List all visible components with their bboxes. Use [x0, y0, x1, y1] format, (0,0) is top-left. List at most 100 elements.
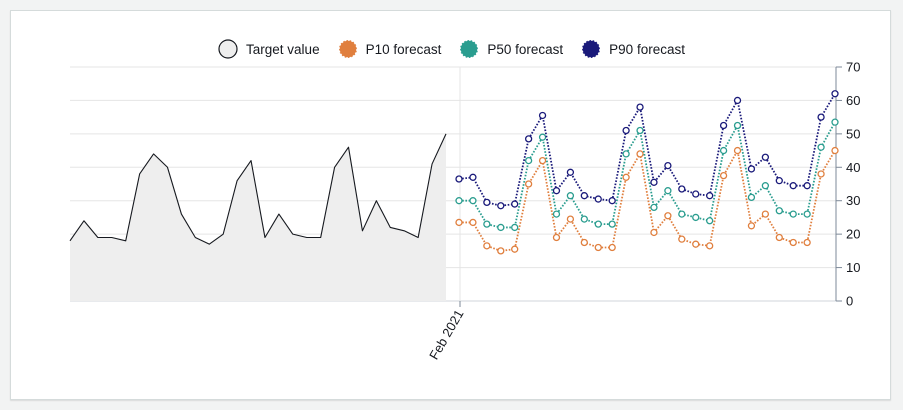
- p90-forecast-point: [719, 121, 728, 130]
- p50-forecast-point: [594, 220, 602, 228]
- p90-forecast-point: [803, 182, 811, 190]
- p10-forecast-point: [747, 222, 756, 230]
- p50-forecast-point: [831, 118, 839, 126]
- y-tick-label: 30: [846, 193, 860, 208]
- p10-forecast-point: [524, 180, 533, 188]
- p10-forecast-point: [622, 173, 630, 181]
- p50-forecast-point: [775, 207, 783, 215]
- p90-forecast-marker-icon: [581, 39, 601, 59]
- p10-forecast-marker-icon: [337, 39, 358, 59]
- legend-label-p10-forecast: P10 forecast: [365, 41, 442, 57]
- p90-forecast-point: [455, 175, 463, 183]
- p50-forecast-point: [552, 210, 561, 218]
- p90-forecast-point: [511, 200, 519, 208]
- p10-forecast-point: [636, 150, 644, 158]
- p10-forecast-point: [761, 210, 770, 218]
- p50-forecast-point: [817, 143, 825, 151]
- p10-forecast-point: [455, 218, 463, 227]
- p50-forecast-point: [469, 197, 477, 205]
- y-tick-label: 10: [846, 260, 860, 275]
- p50-forecast-point: [692, 213, 700, 222]
- p10-forecast-point: [733, 146, 742, 155]
- p90-forecast-point: [622, 126, 630, 135]
- chart-legend: Target value P10 forecast P50 forecast P…: [0, 38, 903, 60]
- p10-forecast-point: [566, 215, 575, 223]
- p90-forecast-point: [817, 113, 825, 121]
- p90-forecast-point: [789, 182, 797, 190]
- p50-forecast-point: [497, 223, 505, 232]
- p10-forecast-point: [831, 146, 839, 155]
- p10-forecast-point: [608, 243, 616, 252]
- p90-forecast-point: [692, 190, 700, 198]
- p50-forecast-point: [803, 210, 811, 218]
- p90-forecast-point: [775, 177, 783, 185]
- p90-forecast-point: [566, 168, 575, 176]
- p90-forecast-point: [580, 192, 588, 200]
- p90-forecast-point: [706, 192, 714, 200]
- p50-forecast-point: [719, 146, 728, 155]
- p50-forecast-point: [580, 215, 588, 223]
- p90-forecast-point: [761, 153, 770, 161]
- y-tick-label: 0: [846, 294, 853, 309]
- p10-forecast-point: [483, 242, 491, 250]
- p50-forecast-point: [455, 197, 463, 205]
- p90-forecast-point: [831, 90, 839, 98]
- p50-forecast-point: [733, 121, 742, 130]
- legend-label-p90-forecast: P90 forecast: [609, 41, 685, 57]
- y-tick-label: 20: [846, 227, 860, 242]
- y-tick-label: 70: [846, 60, 860, 75]
- p90-forecast-point: [469, 173, 477, 181]
- p50-forecast-marker-icon: [459, 39, 480, 59]
- legend-item-p90-forecast[interactable]: P90 forecast: [581, 38, 685, 60]
- legend-label-target-value: Target value: [246, 41, 320, 57]
- p10-forecast-point: [789, 238, 797, 247]
- p90-forecast-point: [524, 135, 533, 143]
- p50-forecast-point: [483, 220, 491, 228]
- x-tick-label: Feb 2021: [426, 307, 466, 362]
- p10-forecast-point: [650, 228, 658, 237]
- p50-forecast-line: [459, 121, 836, 229]
- p10-forecast-point: [719, 171, 728, 180]
- p10-forecast-point: [692, 240, 700, 248]
- p10-forecast-point: [664, 212, 672, 220]
- p10-forecast-point: [511, 245, 519, 253]
- p90-forecast-point: [650, 178, 658, 186]
- p90-forecast-point: [664, 161, 672, 170]
- p90-forecast-point: [608, 197, 616, 205]
- p90-forecast-point: [483, 198, 491, 207]
- p90-forecast-point: [733, 96, 742, 105]
- p50-forecast-point: [524, 156, 533, 165]
- p50-forecast-point: [747, 193, 756, 202]
- y-tick-label: 50: [846, 126, 860, 141]
- p50-forecast-point: [636, 126, 644, 135]
- p50-forecast-point: [706, 217, 714, 225]
- p50-forecast-point: [789, 210, 797, 218]
- target-value-line: [69, 133, 447, 245]
- p10-forecast-point: [817, 170, 825, 178]
- p50-forecast-point: [650, 203, 658, 212]
- p10-forecast-point: [469, 218, 477, 227]
- p90-forecast-point: [594, 195, 602, 203]
- p90-forecast-point: [538, 111, 547, 120]
- legend-item-p50-forecast[interactable]: P50 forecast: [459, 38, 563, 60]
- p90-forecast-point: [678, 185, 686, 193]
- p10-forecast-point: [678, 235, 686, 243]
- p50-forecast-point: [538, 133, 547, 141]
- p50-forecast-point: [761, 182, 770, 190]
- p10-forecast-point: [552, 233, 561, 242]
- p10-forecast-point: [803, 238, 811, 247]
- p10-forecast-point: [497, 247, 505, 255]
- p50-forecast-point: [566, 192, 575, 200]
- p50-forecast-point: [622, 150, 630, 158]
- p10-forecast-point: [538, 156, 547, 165]
- p50-forecast-point: [608, 220, 616, 228]
- p50-forecast-point: [664, 187, 672, 195]
- legend-item-target-value[interactable]: Target value: [218, 38, 320, 60]
- p50-forecast-point: [678, 210, 686, 218]
- legend-item-p10-forecast[interactable]: P10 forecast: [337, 38, 442, 60]
- p10-forecast-point: [580, 238, 588, 247]
- target-value-area: [70, 133, 446, 301]
- p10-forecast-point: [706, 242, 714, 250]
- target-value-marker-icon: [218, 39, 238, 59]
